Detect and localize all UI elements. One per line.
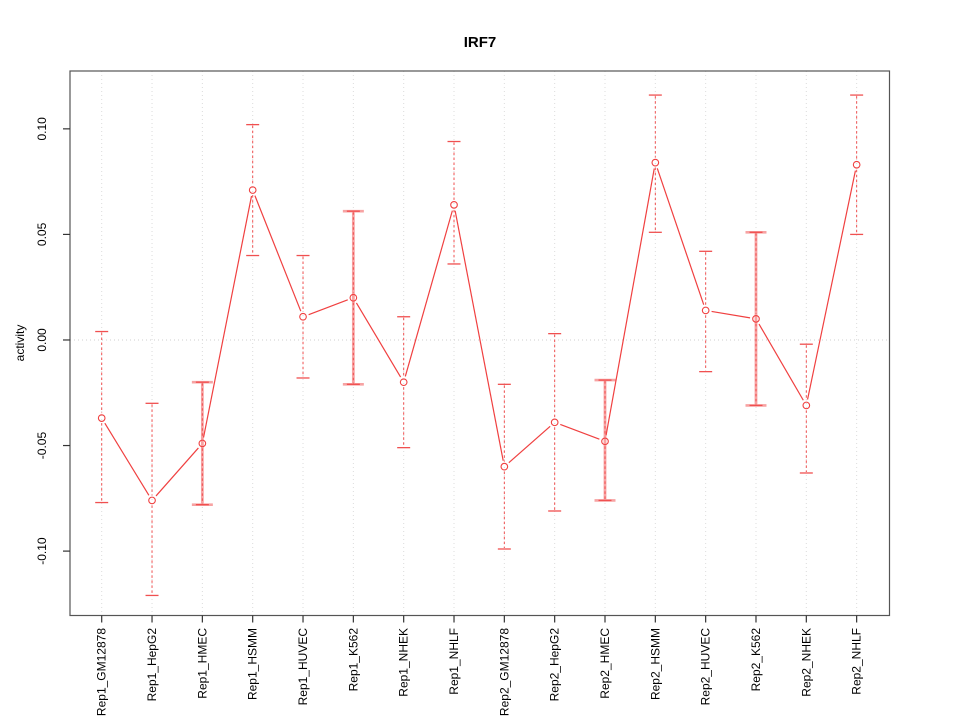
data-point <box>802 401 811 410</box>
x-tick-label: Rep1_K562 <box>346 628 360 692</box>
x-tick-label: Rep2_GM12878 <box>497 628 511 716</box>
x-tick-label: Rep2_HepG2 <box>548 628 562 702</box>
data-point <box>651 158 660 167</box>
plot-area: -0.10 -0.05 0.00 0.05 0.10 Rep1_GM12878 Rep1_H… <box>35 70 891 716</box>
data-point <box>752 315 760 323</box>
y-tick-label: -0.05 <box>35 432 49 460</box>
x-tick-label: Rep2_NHLF <box>850 628 864 695</box>
series-segment <box>508 425 551 464</box>
series-segment <box>605 168 655 436</box>
x-tick-label: Rep1_GM12878 <box>95 628 109 716</box>
x-tick-label: Rep1_HMEC <box>195 628 209 699</box>
x-tick-label: Rep1_HSMM <box>246 628 260 700</box>
series-segment <box>806 170 857 400</box>
x-tick-label: Rep2_NHEK <box>799 628 813 697</box>
chart-title: IRF7 <box>464 34 497 51</box>
plot-box <box>69 70 891 617</box>
data-point <box>550 418 559 427</box>
series-segment <box>758 323 804 401</box>
y-tick-label: 0.10 <box>35 117 49 141</box>
x-tick-label: Rep2_HMEC <box>598 628 612 699</box>
data-point <box>450 201 458 209</box>
x-tick-label: Rep1_NHLF <box>447 628 461 695</box>
data-point <box>97 414 106 422</box>
data-point <box>349 293 358 302</box>
x-tick-label: Rep2_K562 <box>749 628 763 692</box>
x-tick-label: Rep1_NHEK <box>397 628 411 697</box>
x-tick-label: Rep1_HepG2 <box>145 628 159 702</box>
series-segment <box>560 423 600 440</box>
y-axis-label: activity <box>13 325 27 362</box>
series-segment <box>254 195 302 312</box>
series-segment <box>404 210 453 377</box>
series-segment <box>355 302 402 378</box>
x-tick-label: Rep2_HSMM <box>648 628 662 700</box>
y-tick-label: -0.10 <box>35 537 49 565</box>
data-point <box>299 312 307 321</box>
data-point <box>399 378 408 387</box>
series-segment <box>656 168 705 305</box>
series-segment <box>454 210 504 461</box>
x-tick-label: Rep2_HUVEC <box>699 628 713 706</box>
data-point <box>198 439 207 448</box>
data-point <box>500 462 509 471</box>
data-point <box>852 160 861 169</box>
data-point <box>248 186 257 194</box>
x-tick-label: Rep1_HUVEC <box>296 628 310 706</box>
y-tick-label: 0.05 <box>35 222 49 246</box>
series-segment <box>104 422 150 496</box>
data-point <box>701 306 710 315</box>
data-point <box>148 496 156 505</box>
series-segment <box>308 299 348 316</box>
data-point <box>601 437 609 446</box>
series-segment <box>202 195 253 438</box>
series-segment <box>711 310 751 319</box>
series-segment <box>155 447 199 497</box>
y-tick-label: 0.00 <box>35 328 49 352</box>
